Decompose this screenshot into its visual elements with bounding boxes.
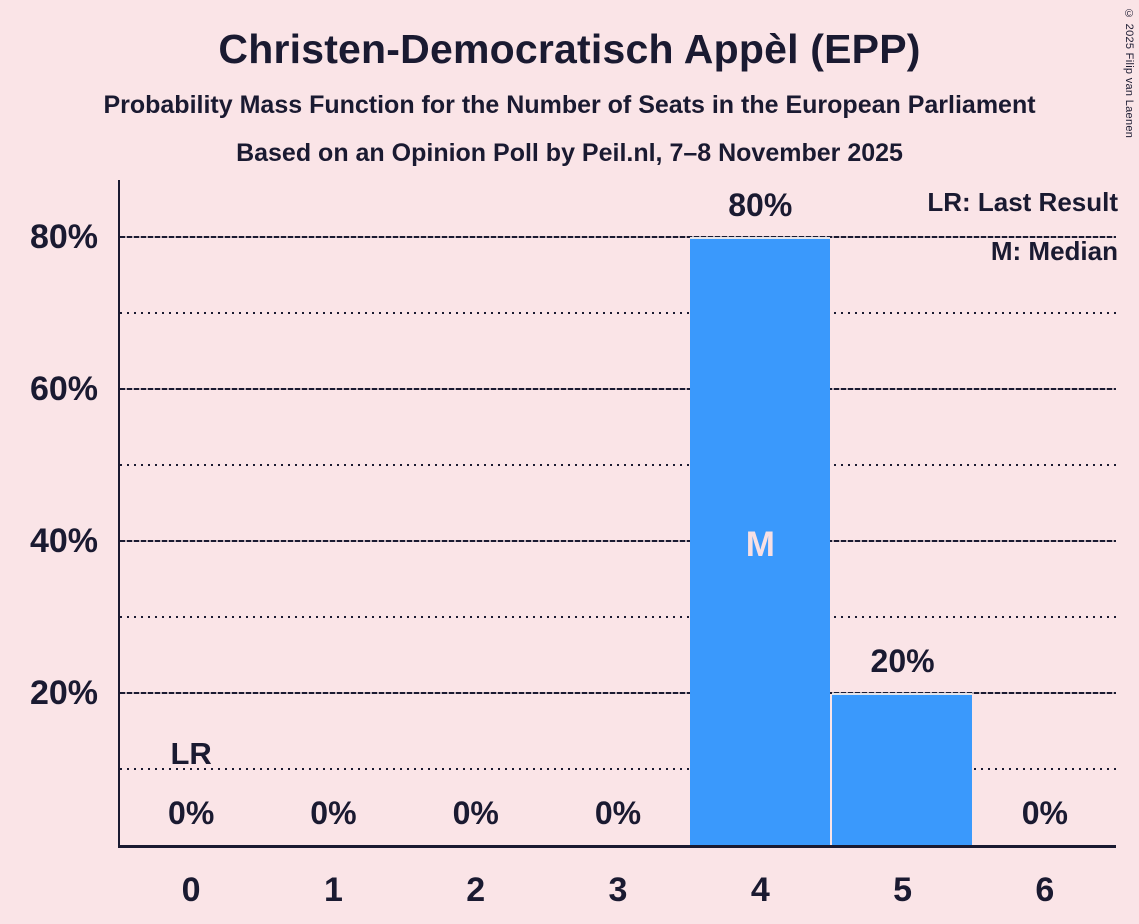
x-axis-label-3: 3 [608,871,628,909]
chart-subtitle: Probability Mass Function for the Number… [103,91,1036,119]
bar-value-seat-1: 0% [310,795,357,831]
gridline-major-60pct [120,388,1116,390]
x-axis-label-6: 6 [1035,871,1055,909]
gridline-major-40pct [120,540,1116,542]
y-axis-label-40%: 40% [29,522,98,560]
x-axis-label-0: 0 [181,871,201,909]
x-axis-label-2: 2 [466,871,486,909]
y-axis-label-20%: 20% [29,674,98,712]
bar-seat-5 [832,693,973,845]
bar-value-seat-5: 20% [870,643,935,679]
gridline-minor-70pct [120,312,1116,314]
bar-value-seat-0: 0% [168,795,215,831]
x-axis-label-5: 5 [893,871,913,909]
y-axis-label-80%: 80% [29,218,98,256]
median-marker: M [745,525,775,564]
gridline-minor-50pct [120,464,1116,466]
legend-last-result: LR: Last Result [927,187,1118,217]
copyright-notice: © 2025 Filip van Laenen [1123,8,1135,139]
chart-source-line: Based on an Opinion Poll by Peil.nl, 7–8… [236,139,903,167]
plot-area: 20% 40% 60% 80% 0% 0% 0% 0% 80% 20% 0% M LR [30,180,1116,848]
x-axis-label-1: 1 [323,871,343,909]
last-result-marker: LR [170,736,212,771]
bar-value-seat-4: 80% [728,187,793,223]
bar-seat-4 [690,237,831,845]
y-axis-label-60%: 60% [29,370,98,408]
bar-value-seat-3: 0% [594,795,642,831]
legend-median: M: Median [990,236,1118,266]
gridline-major-20pct [120,692,1116,694]
gridline-minor-10pct [120,768,1116,770]
gridline-minor-30pct [120,616,1116,618]
x-axis-label-4: 4 [750,871,770,909]
bar-value-seat-2: 0% [452,795,499,831]
gridline-major-80pct [120,236,1116,238]
chart-title: Christen-Democratisch Appèl (EPP) [218,26,921,72]
bar-value-seat-6: 0% [1021,795,1068,831]
